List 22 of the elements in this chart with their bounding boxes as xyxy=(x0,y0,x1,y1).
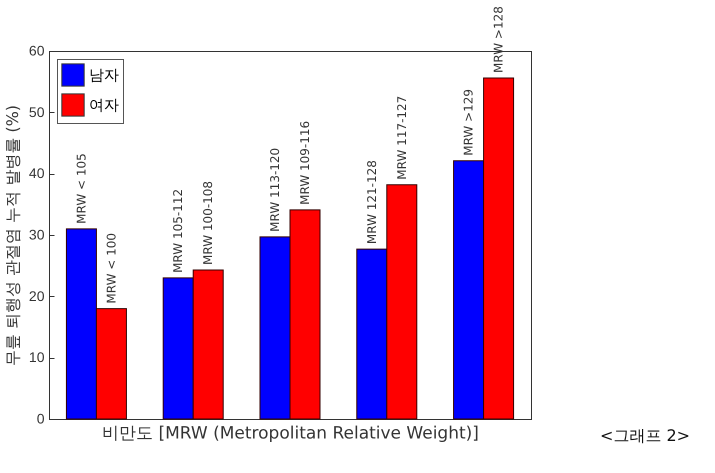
data-label: MRW 121-128 xyxy=(364,160,379,244)
data-label: MRW < 105 xyxy=(74,153,88,224)
text: <그래프 2> xyxy=(600,426,690,447)
data-label: MRW 100-108 xyxy=(201,180,216,265)
data-label: MRW 117-127 xyxy=(394,96,409,180)
data-label: MRW >129 xyxy=(462,88,476,156)
x-axis-title: 비만도 [MRW (Metropolitan Relative Weight)] xyxy=(102,424,479,444)
y-tick-label: 60 xyxy=(28,42,45,58)
y-tick-label: 50 xyxy=(28,104,45,120)
y-tick-label: 10 xyxy=(28,349,45,366)
legend-label: 여자 xyxy=(89,96,119,114)
data-label: MRW >128 xyxy=(492,6,506,73)
y-tick-label: 30 xyxy=(28,226,45,242)
y-tick-label: 0 xyxy=(36,410,45,426)
data-label: MRW 105-112 xyxy=(171,188,186,273)
y-axis-title: 무릎 퇴행성 관절염 누적 발병률 (%) xyxy=(2,104,22,366)
y-tick-label: 40 xyxy=(28,165,45,182)
data-label: MRW < 100 xyxy=(104,232,118,304)
legend-label: 남자 xyxy=(89,66,119,84)
data-label: MRW 109-116 xyxy=(298,120,312,205)
data-label: MRW 113-120 xyxy=(268,148,282,232)
y-tick-label: 20 xyxy=(28,288,45,304)
